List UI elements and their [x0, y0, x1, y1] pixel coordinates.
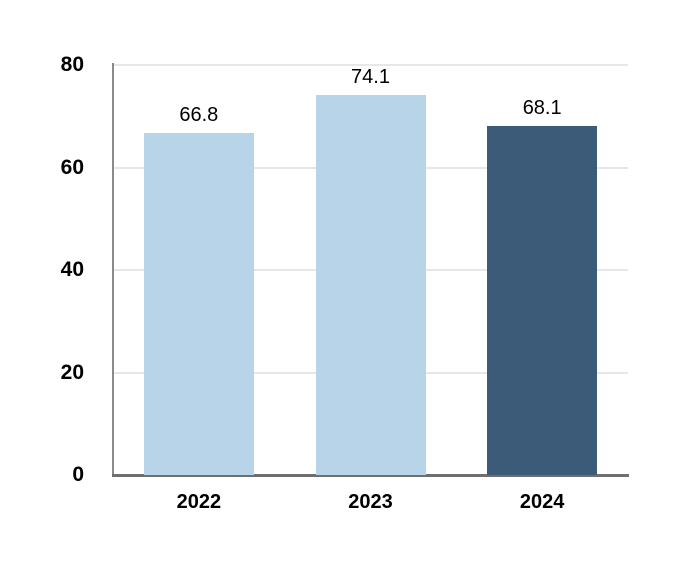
- y-tick-label-0: 0: [72, 463, 84, 486]
- y-tick-label-60: 60: [60, 155, 84, 179]
- x-tick-label-2024: 2024: [519, 491, 565, 513]
- bar-2023: [315, 95, 426, 475]
- y-tick-label-20: 20: [60, 360, 84, 384]
- y-axis-line: [112, 63, 114, 477]
- x-tick-label-2023: 2023: [348, 491, 393, 513]
- gridline-y80: [113, 64, 628, 66]
- x-axis-line: [112, 474, 629, 477]
- bar-2022: [143, 132, 254, 475]
- y-tick-label-40: 40: [60, 258, 84, 281]
- x-tick-label-2022: 2022: [176, 491, 222, 513]
- y-tick-label-80: 80: [60, 53, 84, 76]
- value-label-2022: 66.8: [179, 103, 219, 126]
- bar-2024: [487, 126, 598, 475]
- value-label-2024: 68.1: [522, 96, 562, 119]
- plot-area: [112, 63, 629, 477]
- value-label-2023: 74.1: [351, 66, 390, 89]
